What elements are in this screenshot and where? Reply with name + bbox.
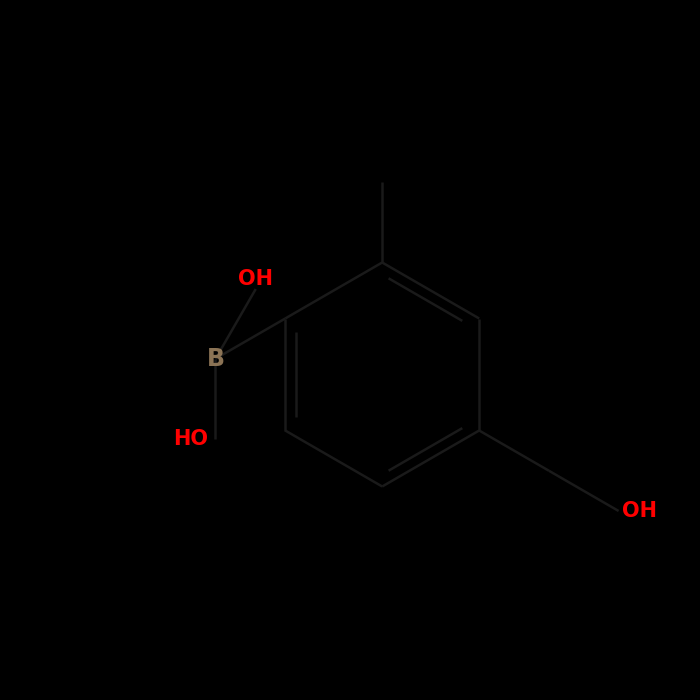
Text: OH: OH: [238, 269, 273, 289]
Text: B: B: [206, 346, 225, 371]
Text: OH: OH: [622, 501, 657, 521]
Text: HO: HO: [174, 429, 209, 449]
